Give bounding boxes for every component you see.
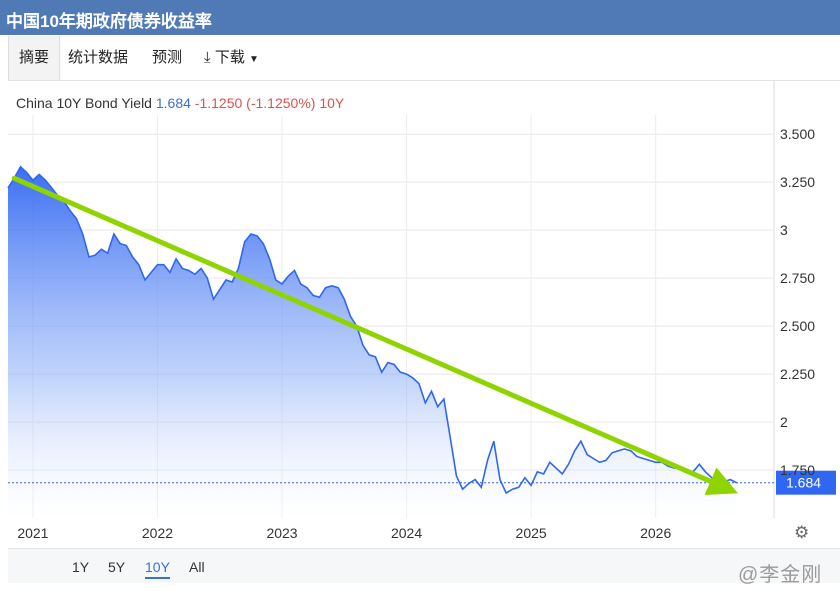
quote-name: China 10Y Bond Yield [16,95,152,111]
caret-down-icon: ▼ [249,54,259,65]
quote-change-pct: (-1.1250%) [246,95,316,111]
download-icon: ⤓ [204,49,211,66]
tab-summary[interactable]: 摘要 [8,36,61,80]
range-selector: 1Y 5Y 10Y All [8,548,840,583]
watermark: @李金刚 [738,564,823,586]
range-1y-button[interactable]: 1Y [72,559,90,575]
tab-download[interactable]: ⤓ 下载 ▼ [204,36,259,80]
tab-forecast[interactable]: 预测 [152,49,183,66]
range-10y-button[interactable]: 10Y [145,559,170,579]
chart-panel [8,81,840,581]
quote-value: 1.684 [155,95,191,111]
page-title: 中国10年期政府债券收益率 [6,12,212,31]
quote-period: 10Y [319,95,345,111]
quote-change: -1.1250 [194,95,243,111]
range-5y-button[interactable]: 5Y [108,559,126,575]
range-all-button[interactable]: All [189,559,205,575]
quote-line: China 10Y Bond Yield 1.684 -1.1250 (-1.1… [16,95,344,111]
tab-bar: 摘要 统计数据 预测 ⤓ 下载 ▼ [8,36,840,81]
tab-statistics[interactable]: 统计数据 [68,49,129,66]
gear-icon[interactable]: ⚙ [794,523,810,542]
tab-download-label: 下载 [214,49,245,66]
title-bar: 中国10年期政府债券收益率 [0,0,840,35]
